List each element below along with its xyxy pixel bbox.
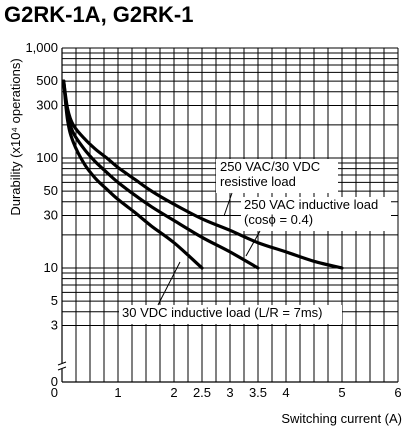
x-tick-label: 2 [170,385,177,400]
y-tick-label: 3 [51,318,58,333]
axes [57,47,399,383]
tick-labels: 3 5 10 30 50 100 300 500 1,000 0 1 2 2.5 3 3.5 4 5 6 0 [25,40,401,400]
x-tick-label: 1 [114,385,121,400]
y-tick-label: 500 [36,73,58,88]
annotation-leader [223,192,233,217]
axis-break-mark [57,361,67,366]
x-tick-label-zero: 0 [51,385,58,400]
annotation-background [119,305,342,324]
annotation-text: 250 VAC inductive load [244,197,378,212]
y-tick-label: 30 [44,208,58,223]
x-tick-label: 5 [338,385,345,400]
y-tick-label: 10 [44,260,58,275]
series-line [62,79,260,270]
annotation-leader [157,261,181,306]
annotation-text: 30 VDC inductive load (L/R = 7ms) [122,305,323,320]
y-axis-label: Durability (x10⁴ operations) [8,58,23,215]
annotation-text: (cosϕ = 0.4) [244,212,313,227]
axis-break-mark [57,366,67,371]
y-tick-label: 300 [36,98,58,113]
y-tick-label: 100 [36,150,58,165]
series-line [62,79,344,270]
annotation-text: 250 VAC/30 VDC [220,159,320,174]
y-tick-label: 50 [44,183,58,198]
x-tick-label: 3 [226,385,233,400]
annotation-background [241,197,391,231]
annotation-text: resistive load [220,174,296,189]
y-tick-label: 5 [51,293,58,308]
y-tick-label-zero: 0 [51,374,58,389]
y-tick-label: 1,000 [25,40,58,55]
x-tick-label: 4 [282,385,289,400]
annotation-leader [245,230,261,257]
x-tick-label: 3.5 [249,385,267,400]
x-tick-label: 6 [394,385,401,400]
annotation-background [216,159,338,193]
chart-title: G2RK-1A, G2RK-1 [4,2,194,27]
x-tick-label: 2.5 [193,385,211,400]
series-line [62,79,204,270]
axis-break-gap [58,363,66,369]
series-curves [62,79,344,270]
x-axis-label: Switching current (A) [281,411,402,426]
